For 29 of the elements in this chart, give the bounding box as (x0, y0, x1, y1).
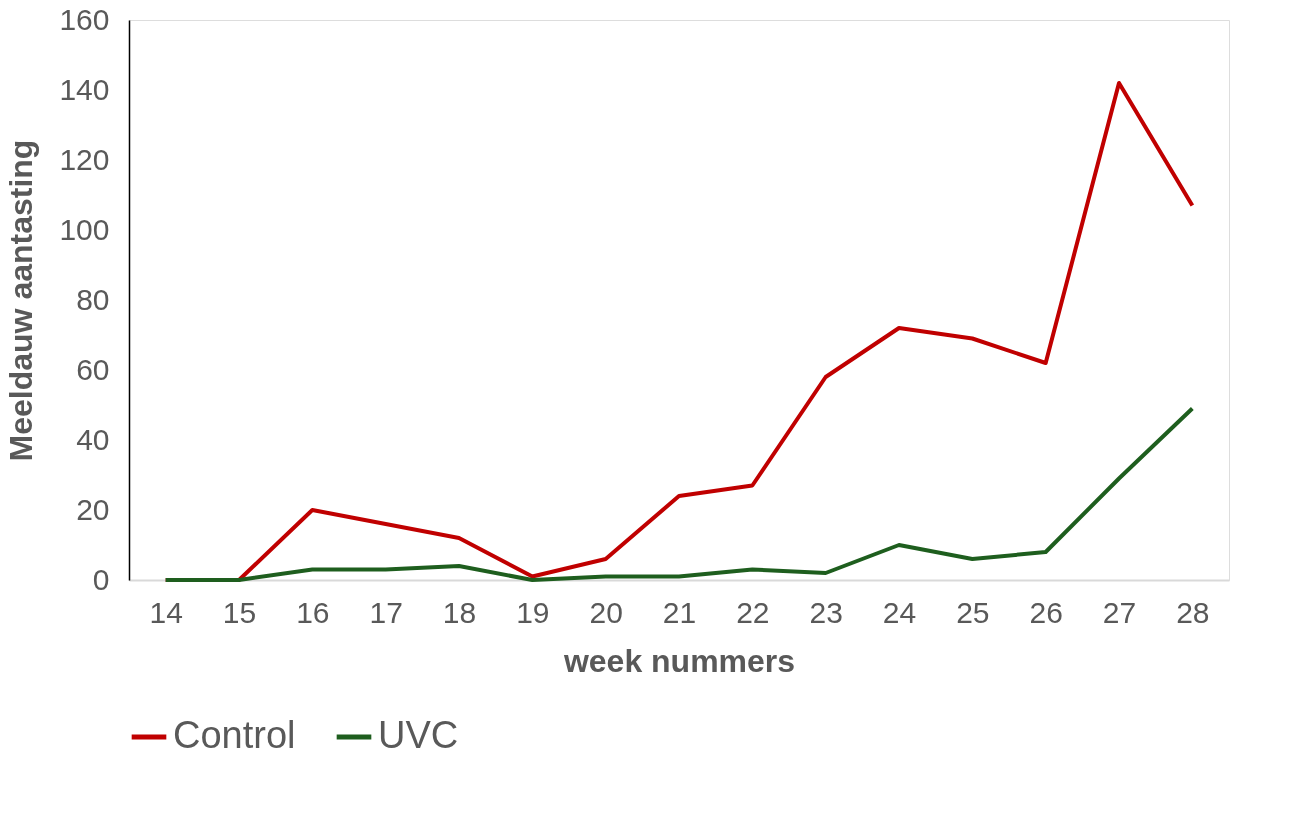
x-tick-label: 25 (956, 595, 990, 629)
y-axis-title: Meeldauw aantasting (3, 139, 40, 462)
y-tick-label: 60 (76, 352, 110, 386)
x-tick-label: 19 (516, 595, 550, 629)
y-tick-label: 100 (59, 212, 110, 246)
y-tick-label: 80 (76, 282, 110, 316)
x-tick-label: 14 (149, 595, 183, 629)
x-tick-label: 20 (589, 595, 623, 629)
x-axis-title: week nummers (562, 642, 796, 679)
x-tick-label: 17 (369, 595, 403, 629)
y-tick-label: 20 (76, 492, 110, 526)
x-tick-label: 24 (882, 595, 917, 629)
x-tick-label: 16 (296, 595, 330, 629)
y-tick-label: 140 (59, 72, 110, 106)
x-tick-label: 15 (222, 595, 257, 629)
line-series (163, 406, 1195, 582)
x-tick-label: 27 (1102, 595, 1137, 629)
x-tick-label: 18 (442, 595, 477, 629)
x-tick-label: 26 (1029, 595, 1063, 629)
legend-label: Control (173, 714, 296, 756)
y-tick-label: 120 (59, 142, 110, 176)
y-tick-label: 0 (92, 562, 110, 596)
x-tick-label: 21 (662, 595, 697, 629)
x-tick-label: 22 (736, 595, 770, 629)
x-tick-label: 28 (1176, 595, 1210, 629)
y-tick-label: 40 (76, 422, 110, 456)
legend-label: UVC (378, 714, 459, 756)
y-tick-label: 160 (59, 2, 110, 36)
x-tick-label: 23 (809, 595, 843, 629)
